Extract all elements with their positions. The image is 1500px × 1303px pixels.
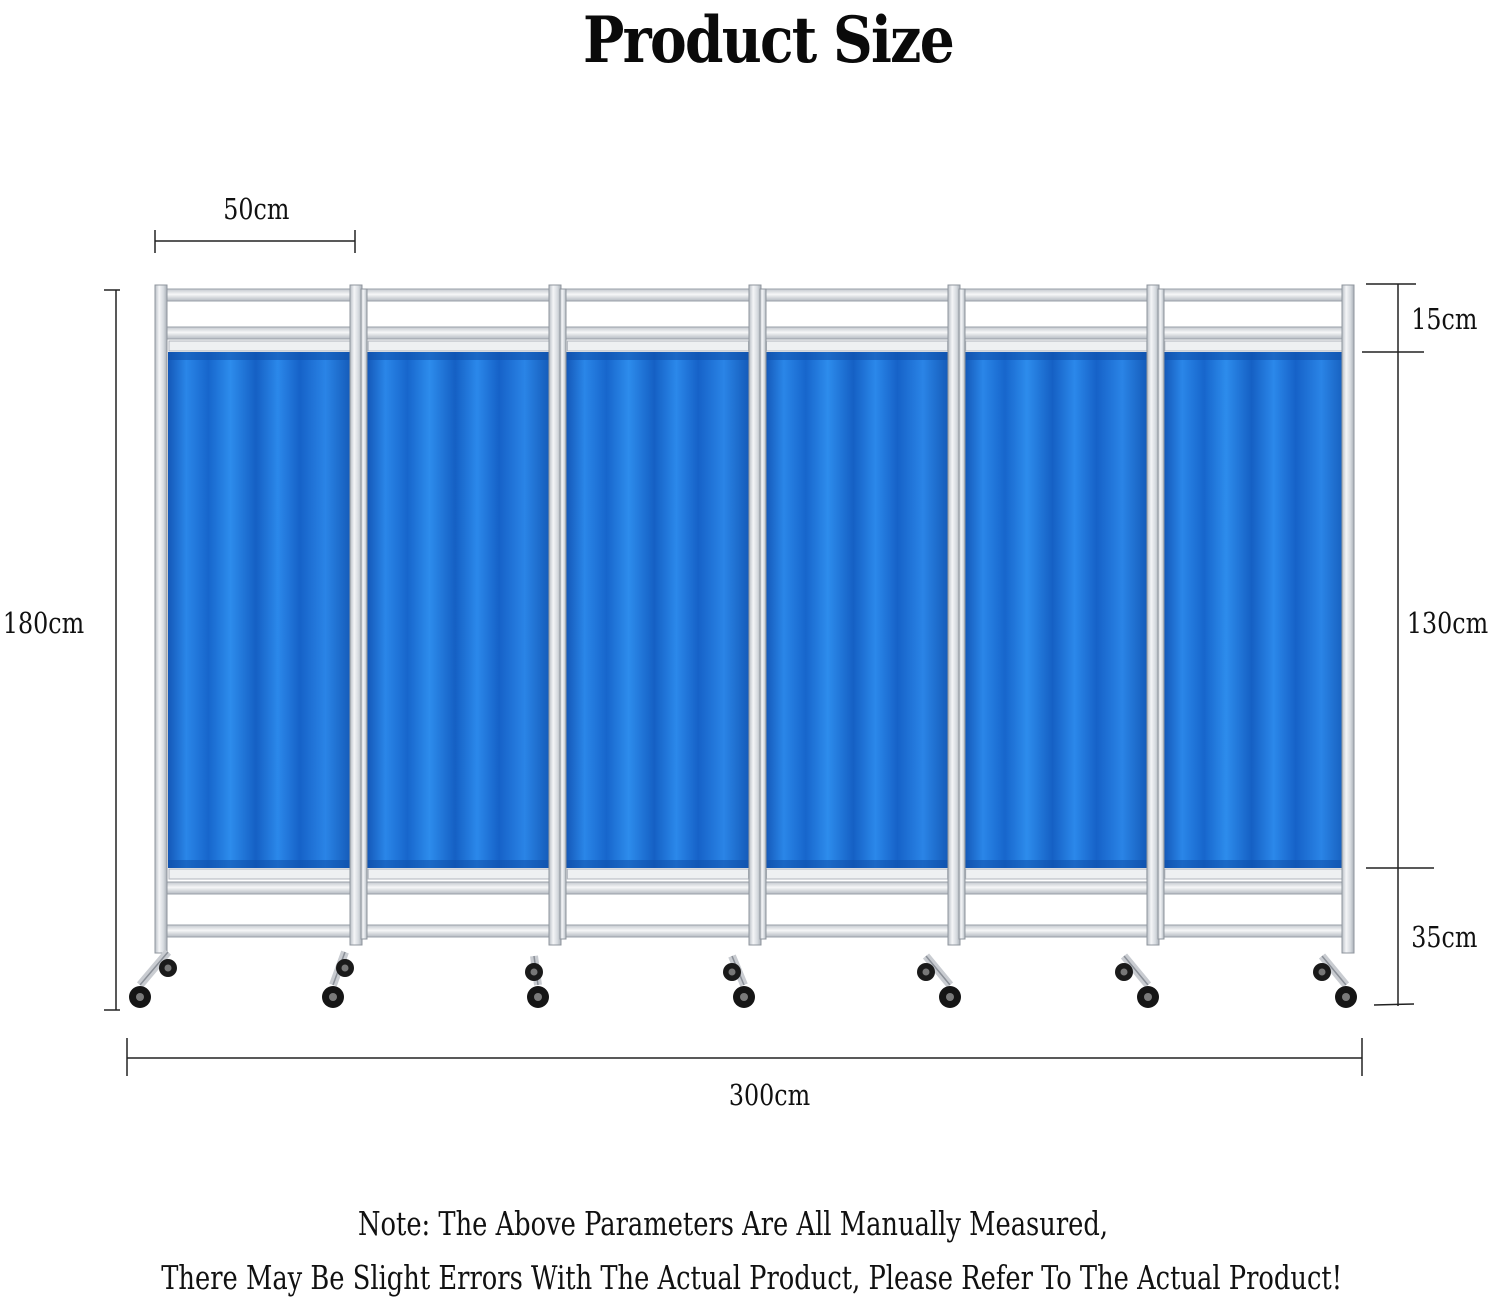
note-line-2: There May Be Slight Errors With The Actu… <box>161 1258 1343 1297</box>
frame-post <box>349 284 363 946</box>
dimension-lines <box>104 230 1434 1076</box>
screen-panel <box>1162 288 1349 938</box>
curtain <box>367 352 551 868</box>
frame-posts <box>154 284 1355 954</box>
top-frame-label: 15cm <box>1411 302 1478 336</box>
caster-wheels <box>129 949 1357 1008</box>
panel-width-label: 50cm <box>223 192 290 226</box>
screen-panel <box>764 288 951 938</box>
page-title: Product Size <box>583 3 955 78</box>
screen-panel <box>166 288 353 938</box>
screen-panel <box>963 288 1150 938</box>
caster-wheel <box>1115 953 1159 1008</box>
frame-post <box>154 284 168 954</box>
curtain <box>765 352 949 868</box>
total-height-label: 180cm <box>2 606 85 640</box>
screen-panels <box>166 288 1349 938</box>
frame-post <box>1146 284 1160 946</box>
screen-panel <box>564 288 751 938</box>
frame-post <box>1341 284 1355 954</box>
total-width-label: 300cm <box>728 1078 811 1112</box>
curtain <box>964 352 1148 868</box>
caster-wheel <box>322 950 354 1008</box>
caster-wheel <box>525 955 549 1008</box>
frame-post <box>548 284 562 946</box>
frame-post <box>748 284 762 946</box>
bottom-frame-label: 35cm <box>1411 920 1478 954</box>
curtain <box>1163 352 1347 868</box>
curtain-height-label: 130cm <box>1406 606 1489 640</box>
caster-wheel <box>917 953 961 1008</box>
screen-panel <box>365 288 552 938</box>
caster-wheel <box>1313 953 1357 1008</box>
note-line-1: Note: The Above Parameters Are All Manua… <box>357 1204 1109 1243</box>
frame-post <box>947 284 961 946</box>
curtain <box>566 352 750 868</box>
caster-wheel <box>723 954 755 1008</box>
curtain <box>168 352 352 868</box>
caster-wheel <box>129 949 177 1008</box>
